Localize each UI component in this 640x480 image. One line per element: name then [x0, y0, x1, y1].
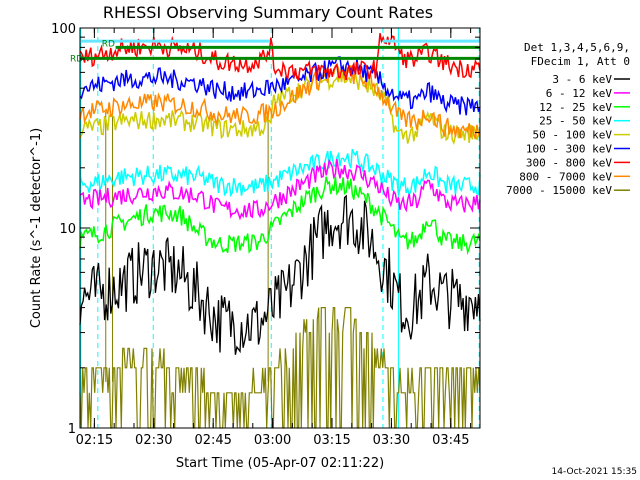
series-group: [79, 33, 481, 429]
legend-entry-label: 6 - 12 keV: [546, 87, 613, 100]
legend-entry-label: 100 - 300 keV: [526, 143, 612, 156]
state-label-rd-lower: RD: [70, 54, 83, 64]
legend-entry-label: 3 - 6 keV: [552, 73, 612, 86]
series-trace: [79, 158, 481, 221]
legend-entry-label: 800 - 7000 keV: [519, 170, 612, 183]
legend: Det 1,3,4,5,6,9, FDecim 1, Att 0 3 - 6 k…: [506, 41, 630, 197]
x-axis-label: Start Time (05-Apr-07 02:11:22): [176, 456, 384, 471]
legend-header-detectors: Det 1,3,4,5,6,9,: [524, 41, 630, 54]
legend-entry-label: 7000 - 15000 keV: [506, 184, 612, 197]
overlay-group: RD RD: [70, 39, 480, 64]
series-trace: [79, 176, 481, 256]
series-25-50-kev: [79, 148, 481, 198]
series-3-6-kev: [79, 194, 481, 355]
y-tick-label: 10: [59, 222, 76, 237]
x-tick-label: 03:45: [432, 433, 469, 448]
legend-entry-label: 25 - 50 keV: [539, 115, 612, 128]
series-trace: [79, 56, 481, 116]
state-label-rd-upper: RD: [102, 39, 115, 49]
y-tick-label: 1: [68, 422, 76, 437]
series-7000-15000-kev: [79, 112, 481, 429]
y-axis-label: Count Rate (s^-1 detector^-1): [29, 128, 44, 328]
axis-ticks: 1 10 100 02:15 02:30 02:45 03:00 03:15 03:30 03:4…: [51, 22, 480, 448]
x-tick-label: 02:30: [135, 433, 172, 448]
series-12-25-kev: [79, 176, 481, 256]
y-tick-label: 100: [51, 22, 76, 37]
x-tick-label: 02:45: [194, 433, 231, 448]
series-trace: [79, 63, 481, 140]
series-100-300-kev: [79, 56, 481, 116]
series-6-12-kev: [79, 158, 481, 221]
series-trace: [79, 69, 481, 146]
x-tick-label: 03:00: [254, 433, 291, 448]
legend-entry-label: 50 - 100 keV: [533, 129, 613, 142]
legend-entry-label: 300 - 800 keV: [526, 156, 612, 169]
x-tick-label: 02:15: [76, 433, 113, 448]
chart-title: RHESSI Observing Summary Count Rates: [103, 3, 433, 22]
x-tick-label: 03:30: [373, 433, 410, 448]
series-50-100-kev: [79, 69, 481, 146]
series-trace: [79, 307, 481, 429]
series-trace: [79, 148, 481, 198]
x-tick-label: 03:15: [313, 433, 350, 448]
legend-header-decim: FDecim 1, Att 0: [531, 55, 630, 68]
series-trace: [79, 194, 481, 355]
series-800-7000-kev: [79, 63, 481, 140]
legend-entry-label: 12 - 25 keV: [539, 101, 612, 114]
generation-timestamp: 14-Oct-2021 15:35: [552, 467, 637, 477]
